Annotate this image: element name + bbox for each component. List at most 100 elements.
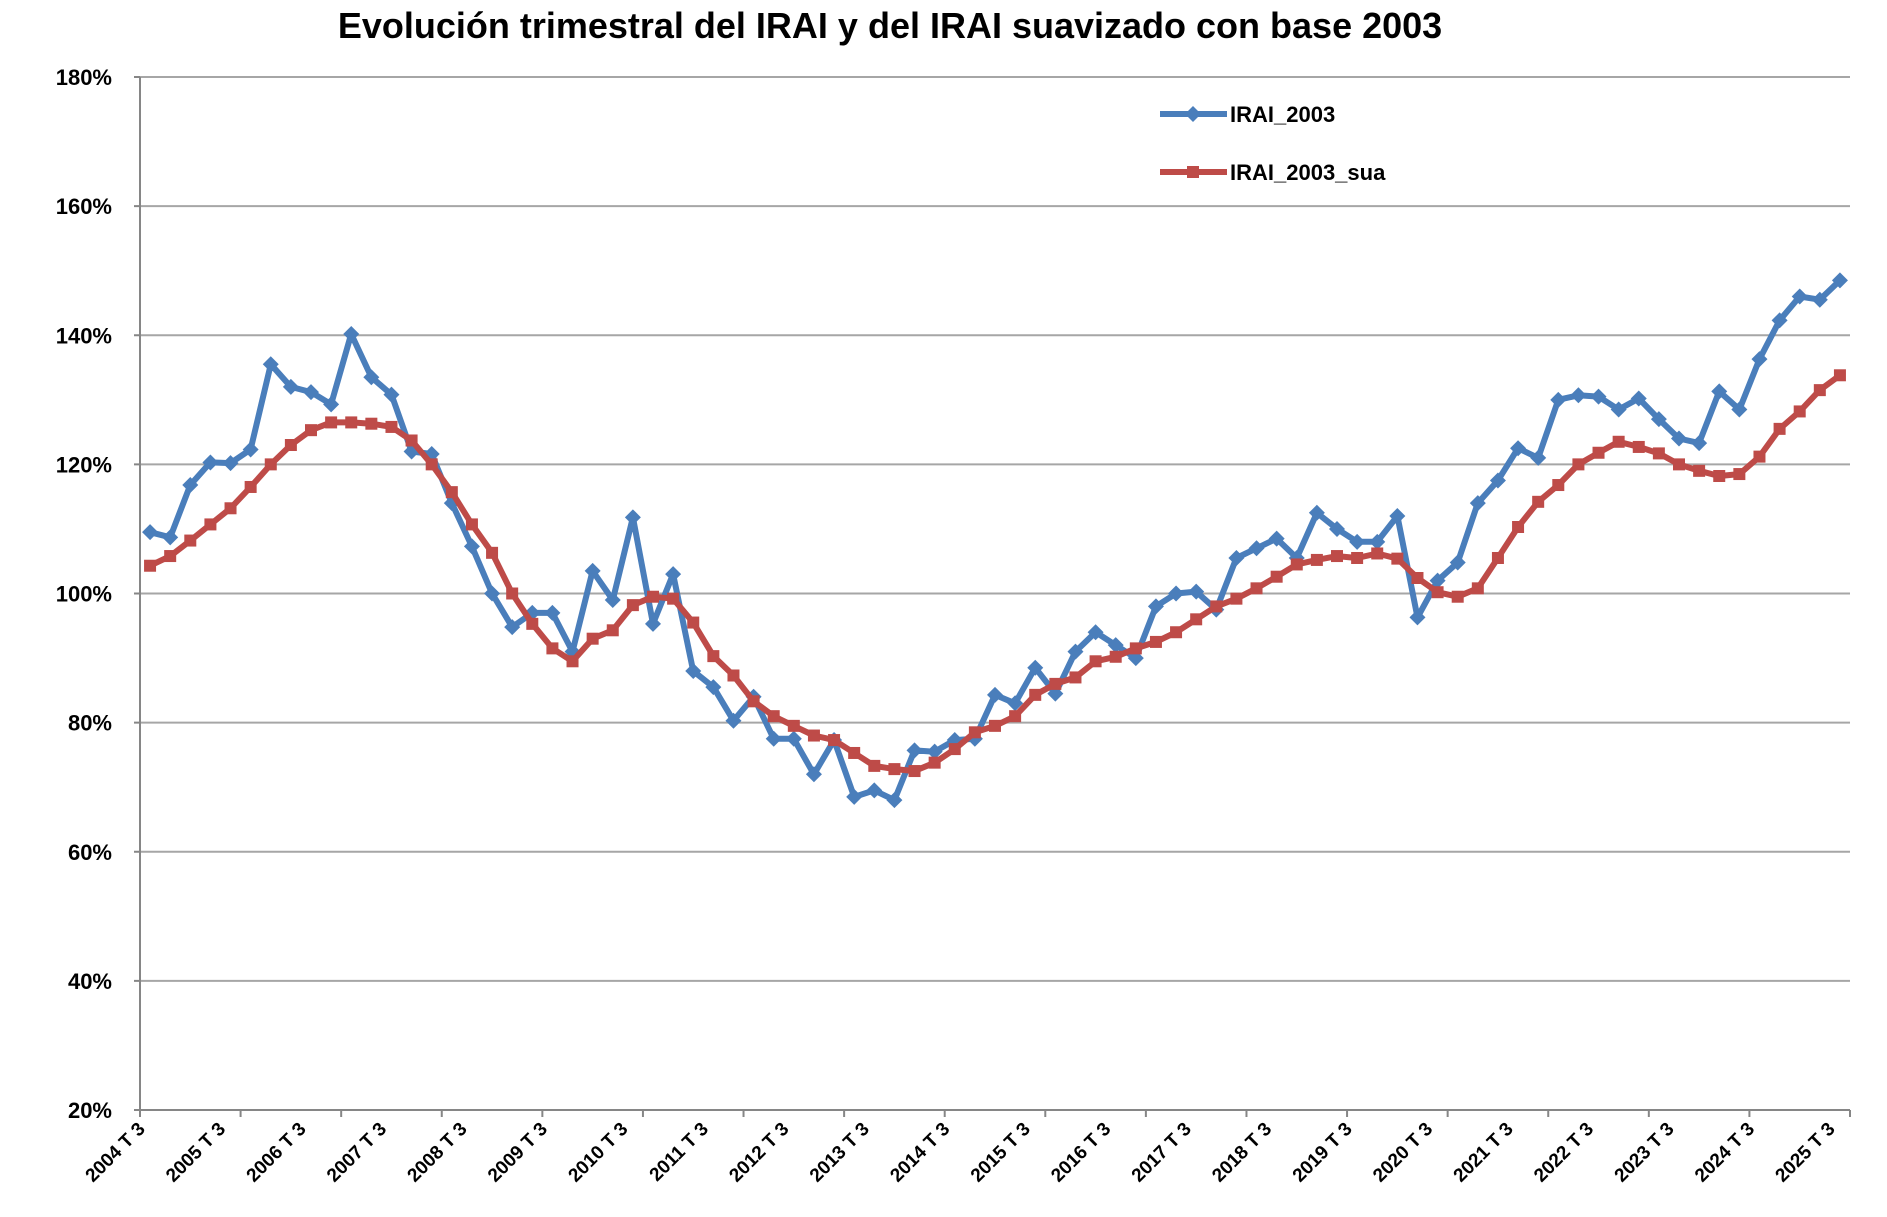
data-point — [1451, 590, 1464, 603]
x-tick-label: 2014 T 3 — [886, 1119, 954, 1187]
data-point — [1491, 551, 1504, 564]
data-point — [1449, 554, 1466, 571]
x-tick-label: 2016 T 3 — [1047, 1119, 1115, 1187]
x-tick-label: 2022 T 3 — [1530, 1119, 1598, 1187]
data-point — [1713, 469, 1726, 482]
data-point — [1811, 291, 1828, 308]
data-point — [164, 550, 177, 563]
y-tick-label: 60% — [68, 840, 112, 865]
data-point — [1069, 671, 1082, 684]
data-point — [325, 416, 338, 429]
data-point — [365, 417, 378, 430]
data-point — [1147, 598, 1164, 615]
data-point — [906, 742, 923, 759]
data-point — [1431, 586, 1444, 599]
data-point — [1693, 464, 1706, 477]
data-point — [264, 458, 277, 471]
data-point — [1489, 472, 1506, 489]
x-tick-label: 2024 T 3 — [1691, 1119, 1759, 1187]
data-point — [1831, 272, 1848, 289]
data-point — [1129, 642, 1142, 655]
data-point — [224, 502, 237, 515]
data-point — [1530, 449, 1547, 466]
x-tick-label: 2020 T 3 — [1369, 1119, 1437, 1187]
data-point — [765, 730, 782, 747]
data-point — [526, 617, 539, 630]
data-point — [566, 655, 579, 668]
data-point — [383, 386, 400, 403]
data-point — [405, 434, 418, 447]
data-point — [1067, 643, 1084, 660]
data-point — [667, 592, 680, 605]
data-point — [645, 615, 661, 632]
data-point — [465, 518, 478, 531]
data-point — [1109, 650, 1122, 663]
data-point — [828, 734, 841, 747]
data-point — [1371, 547, 1384, 560]
x-tick-label: 2018 T 3 — [1208, 1119, 1276, 1187]
data-point — [848, 746, 861, 759]
legend: IRAI_2003 IRAI_2003_sua — [1160, 102, 1386, 185]
y-tick-label: 180% — [56, 65, 112, 90]
data-point — [1771, 312, 1788, 329]
series-group — [142, 272, 1848, 809]
legend-marker-square — [1187, 166, 1199, 178]
data-point — [1049, 677, 1062, 690]
x-tick-label: 2011 T 3 — [646, 1119, 713, 1186]
y-tick-label: 40% — [68, 969, 112, 994]
data-point — [665, 566, 682, 583]
data-point — [1391, 552, 1404, 565]
y-tick-label: 100% — [56, 582, 112, 607]
data-point — [948, 743, 961, 756]
data-point — [1007, 695, 1024, 712]
data-point — [1429, 572, 1446, 589]
data-point — [1671, 430, 1687, 447]
data-point — [1632, 440, 1645, 453]
data-point — [1552, 479, 1565, 492]
data-point — [303, 384, 319, 401]
data-point — [1512, 521, 1525, 534]
data-point — [1733, 468, 1746, 481]
data-point — [486, 546, 499, 559]
data-point — [1349, 533, 1366, 550]
data-point — [1250, 582, 1263, 595]
data-point — [484, 585, 501, 602]
x-tick-label: 2009 T 3 — [484, 1119, 552, 1187]
x-tick-label: 2006 T 3 — [243, 1119, 311, 1187]
data-point — [926, 743, 943, 760]
data-point — [1087, 624, 1104, 641]
data-point — [1029, 688, 1042, 701]
data-point — [1411, 572, 1424, 585]
data-point — [647, 590, 659, 603]
data-point — [586, 632, 599, 645]
data-point — [1532, 495, 1545, 508]
data-point — [1592, 446, 1605, 459]
data-point — [1329, 520, 1345, 537]
gridlines — [140, 76, 1850, 982]
data-point — [1308, 504, 1325, 521]
x-axis: 2004 T 3 2005 T 3 2006 T 3 2007 T 3 2008 T 3… — [82, 1109, 1851, 1187]
data-point — [1149, 635, 1162, 648]
y-tick-label: 160% — [56, 194, 112, 219]
data-point — [1107, 637, 1124, 654]
data-point — [1471, 582, 1484, 595]
data-point — [606, 624, 619, 637]
data-point — [785, 730, 802, 747]
data-point — [242, 441, 259, 458]
x-tick-label: 2004 T 3 — [82, 1119, 150, 1187]
x-tick-label: 2013 T 3 — [806, 1119, 874, 1187]
series-line — [148, 372, 1842, 774]
legend-item-irai-2003-sua: IRAI_2003_sua — [1160, 160, 1386, 185]
x-tick-label: 2005 T 3 — [162, 1119, 230, 1187]
data-point — [987, 686, 1003, 703]
data-point — [1510, 440, 1527, 457]
data-point — [868, 759, 881, 772]
x-tick-label: 2017 T 3 — [1128, 1119, 1196, 1187]
data-point — [1230, 592, 1243, 605]
data-point — [1369, 533, 1386, 550]
y-tick-label: 120% — [56, 452, 112, 477]
legend-label-irai-2003: IRAI_2003 — [1230, 102, 1335, 127]
data-point — [1290, 558, 1303, 571]
data-point — [1753, 450, 1766, 463]
data-point — [1612, 435, 1625, 448]
